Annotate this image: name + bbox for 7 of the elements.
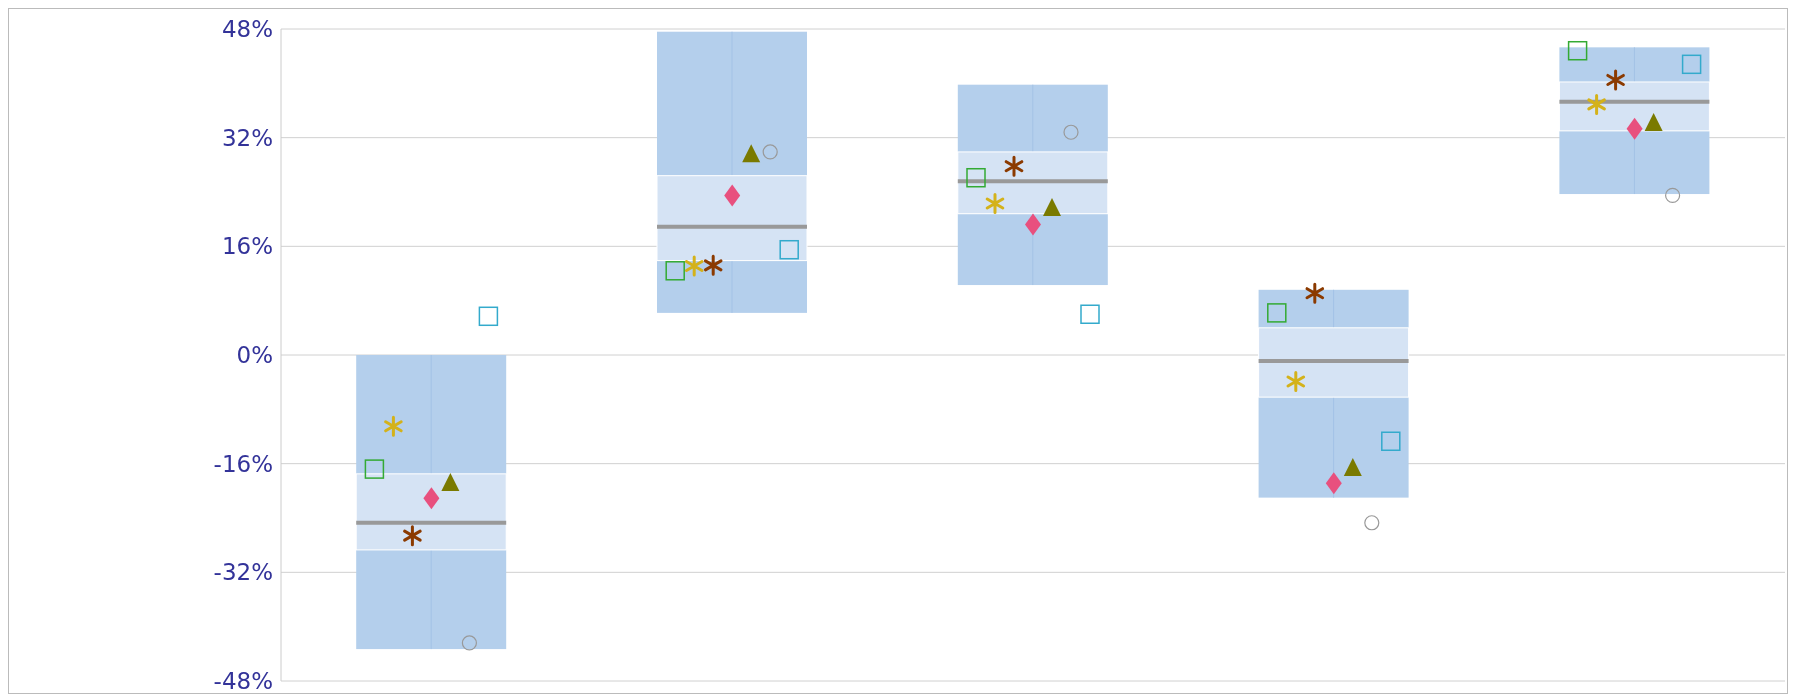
y-tick-label: -16% — [213, 450, 273, 477]
y-tick-label: 48% — [221, 16, 273, 43]
y-tick-label: 16% — [221, 233, 273, 260]
y-tick-label: 0% — [236, 342, 273, 369]
y-tick-label: 32% — [221, 124, 273, 151]
y-tick-label: -48% — [213, 668, 273, 695]
y-tick-label: -32% — [213, 559, 273, 586]
